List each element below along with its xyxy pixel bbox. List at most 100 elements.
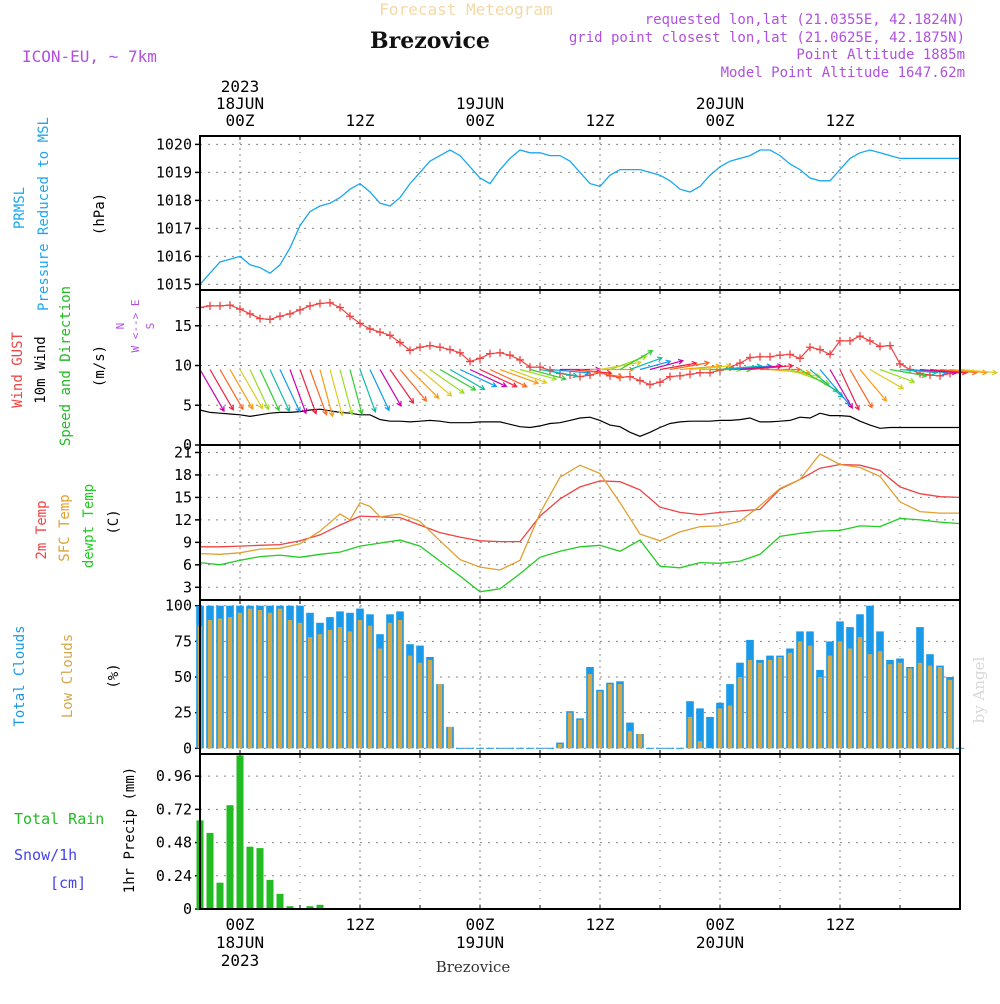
wind-ytick-label: 15	[174, 317, 192, 335]
gust-marker	[366, 324, 374, 333]
gust-marker	[216, 301, 224, 310]
low-cloud-bar	[897, 662, 903, 749]
low-cloud-bar	[207, 620, 213, 749]
wind-label-dir: Speed and Direction	[58, 286, 74, 446]
pressure-frame	[199, 135, 961, 291]
clouds-ytick-label: 0	[183, 739, 192, 757]
pressure-ytick-label: 1019	[156, 163, 192, 181]
wind-direction-arrow	[279, 369, 301, 413]
low-cloud-bar	[317, 634, 323, 749]
wind-direction-arrow	[219, 369, 244, 411]
gust-marker	[856, 332, 864, 341]
wind-direction-arrow	[859, 369, 888, 402]
low-cloud-bar	[837, 641, 843, 749]
gust-marker	[276, 312, 284, 321]
compass-we-label: W <--> E	[129, 300, 142, 353]
gust-marker	[466, 357, 474, 366]
wind-direction-arrow	[629, 356, 664, 371]
wind-direction-arrow	[299, 369, 318, 415]
low-cloud-bar	[237, 612, 243, 749]
low-cloud-bar	[807, 645, 813, 749]
gust-marker	[816, 345, 824, 354]
gust-marker	[736, 359, 744, 368]
low-cloud-bar	[227, 617, 233, 749]
compass-n-label: N	[114, 323, 127, 330]
wind-direction-arrow	[349, 369, 364, 416]
wind-direction-arrow	[309, 369, 328, 416]
precip-unit: 1hr Precip (mm)	[122, 767, 138, 893]
gust-marker	[756, 352, 764, 361]
wind-ytick-label: 10	[174, 357, 192, 375]
gust-marker	[316, 299, 324, 308]
wind-direction-arrow	[269, 369, 291, 413]
header-location: Brezovice	[370, 28, 490, 54]
gust-marker	[406, 346, 414, 355]
low-cloud-bar	[817, 677, 823, 749]
low-cloud-bar	[327, 629, 333, 749]
watermark: by Angel	[970, 656, 988, 723]
top-time-label: 00Z	[706, 111, 735, 130]
precipitation-ytick-label: 0.48	[156, 834, 192, 852]
pressure-ytick-label: 1015	[156, 275, 192, 293]
gust-marker	[416, 343, 424, 352]
gust-marker	[396, 338, 404, 347]
low-cloud-bar	[287, 620, 293, 749]
gust-marker	[886, 341, 894, 350]
top-time-label: 2023	[221, 77, 260, 96]
rain-bar	[316, 904, 324, 909]
temp-label-dew: dewpt Temp	[81, 484, 97, 568]
gust-marker	[226, 301, 234, 310]
wind-direction-arrow	[239, 369, 264, 410]
gust-marker	[826, 350, 834, 359]
bottom-time-label: 00Z	[706, 915, 735, 934]
gust-marker	[346, 312, 354, 321]
pressure-unit: (hPa)	[92, 193, 108, 235]
bottom-time-label: 12Z	[586, 915, 615, 934]
wind-direction-arrow	[749, 363, 795, 371]
wind-direction-arrow	[359, 369, 377, 413]
low-cloud-bar	[867, 654, 873, 749]
plot-layer: 1015101610171018101910200510153691215182…	[156, 77, 999, 970]
wind-direction-arrow	[209, 369, 234, 411]
temperature-ytick-label: 18	[174, 466, 192, 484]
temp-labels: 2m Temp SFC Temp dewpt Temp (C)	[34, 484, 122, 568]
cloud-unit: (%)	[106, 663, 122, 688]
gust-marker	[496, 348, 504, 357]
gust-marker	[936, 371, 944, 380]
gust-marker	[436, 343, 444, 352]
low-cloud-bar	[557, 744, 563, 749]
gust-marker	[426, 341, 434, 350]
low-cloud-bar	[857, 637, 863, 749]
low-cloud-bar	[397, 620, 403, 749]
temperature-ytick-label: 12	[174, 511, 192, 529]
rain-bar	[266, 879, 274, 909]
rain-bar	[306, 906, 314, 909]
low-cloud-bar	[727, 705, 733, 749]
low-cloud-bar	[717, 708, 723, 749]
low-cloud-bar	[437, 684, 443, 749]
low-cloud-bar	[767, 659, 773, 749]
wind-ytick-label: 0	[183, 436, 192, 454]
top-time-label: 12Z	[586, 111, 615, 130]
low-cloud-bar	[787, 652, 793, 749]
temperature-panel: 3 6 9 12 15 18 21	[174, 443, 961, 600]
wind-direction-arrow	[399, 369, 428, 402]
gust-marker	[506, 351, 514, 360]
wind-direction-arrow	[489, 368, 528, 388]
wind-unit: (m/s)	[92, 345, 108, 387]
pressure-labels: PRMSL Pressure Reduced to MSL (hPa)	[12, 117, 108, 311]
wind-direction-arrow	[339, 369, 354, 416]
low-cloud-bar	[687, 716, 693, 749]
low-cloud-bar	[417, 662, 423, 749]
gust-marker	[246, 309, 254, 318]
clouds-ytick-label: 100	[165, 597, 192, 615]
gust-marker	[206, 301, 214, 310]
pressure-label-prmsl: PRMSL	[12, 187, 28, 229]
wind-direction-arrow	[439, 368, 477, 391]
header-requested: requested lon,lat (21.0355E, 42.1824N)	[645, 12, 965, 28]
bottom-time-label: 19JUN	[456, 933, 504, 952]
wind-direction-arrow	[849, 369, 873, 409]
wind-direction-arrow	[959, 368, 999, 376]
gust-marker	[356, 319, 364, 328]
low-cloud-bar	[637, 734, 643, 749]
